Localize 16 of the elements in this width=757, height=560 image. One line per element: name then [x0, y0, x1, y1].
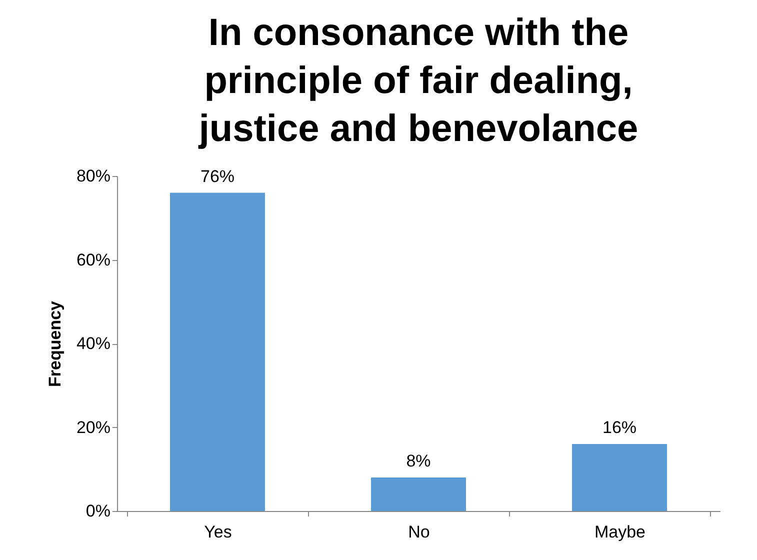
- y-tick-label: 60%: [76, 250, 110, 270]
- y-axis-title: Frequency: [45, 300, 64, 387]
- chart-title: In consonance with the principle of fair dealing, justice and benevolance: [198, 12, 638, 150]
- x-tick-label: Yes: [204, 522, 232, 542]
- y-tick-label: 40%: [76, 334, 110, 353]
- data-label: 76%: [200, 166, 235, 186]
- data-label: 8%: [406, 452, 431, 470]
- x-tick-label: No: [408, 522, 430, 542]
- y-tick-label: 0%: [86, 502, 110, 520]
- bar: [170, 192, 265, 511]
- data-label: 16%: [602, 418, 637, 437]
- x-tick-label: Maybe: [594, 522, 646, 542]
- y-tick-label: 80%: [76, 166, 110, 186]
- bar: [572, 444, 667, 511]
- bar: [371, 478, 466, 511]
- y-tick-label: 20%: [76, 418, 110, 437]
